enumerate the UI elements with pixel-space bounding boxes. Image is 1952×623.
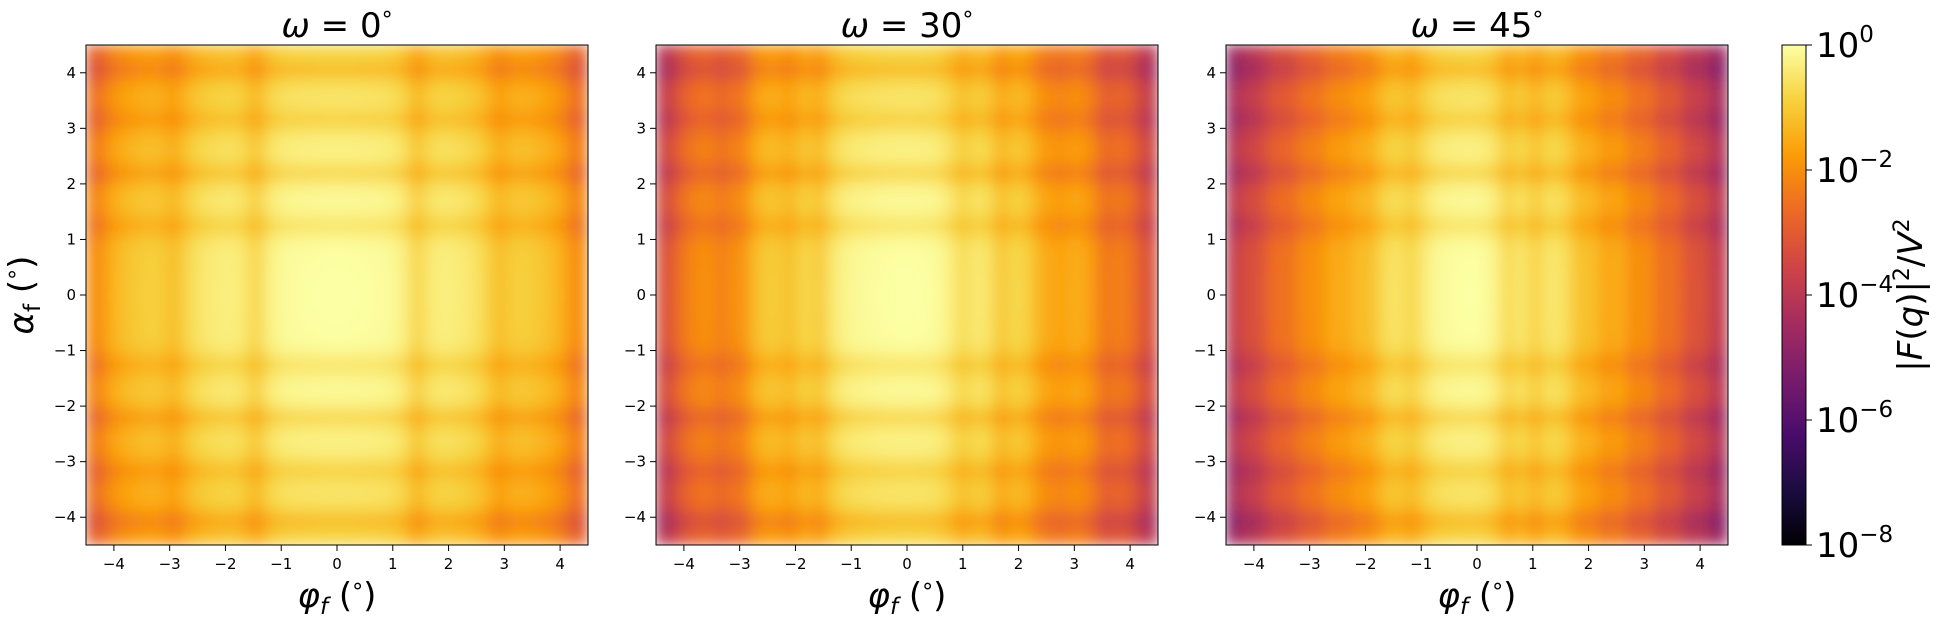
x-tick-label: 3: [500, 555, 510, 573]
heatmap-field: [86, 45, 588, 545]
y-tick-label: −2: [1194, 397, 1216, 415]
x-tick-label: 0: [902, 555, 912, 573]
panel-title: ω = 45°: [1411, 6, 1544, 46]
x-axis-label: φf (°): [298, 576, 377, 620]
y-tick-label: 4: [1206, 64, 1216, 82]
y-tick-label: 2: [1206, 175, 1216, 193]
y-tick-label: −4: [54, 508, 76, 526]
x-tick-label: −4: [1243, 555, 1265, 573]
x-tick-label: 1: [958, 555, 968, 573]
panel-title: ω = 30°: [841, 6, 974, 46]
x-tick-label: −1: [270, 555, 292, 573]
y-tick-label: −1: [1194, 342, 1216, 360]
x-tick-label: 3: [1640, 555, 1650, 573]
y-axis-label: αf (°): [2, 256, 46, 335]
y-tick-label: 1: [1206, 230, 1216, 248]
x-tick-label: −2: [1354, 555, 1376, 573]
x-tick-label: −3: [159, 555, 181, 573]
x-tick-label: −4: [103, 555, 125, 573]
y-tick-label: −1: [624, 342, 646, 360]
y-tick-label: 4: [636, 64, 646, 82]
panel-1: −4 −3 −2 −1 0 1 2 3 4 −4 −3 −2 −1 0 1 2 3 4 ω = 30° φf (°): [624, 6, 1159, 620]
heatmap-field: [656, 45, 1158, 545]
y-tick-label: −1: [54, 342, 76, 360]
y-tick-label: −3: [1194, 453, 1216, 471]
y-tick-label: −3: [54, 453, 76, 471]
y-tick-label: 1: [636, 230, 646, 248]
y-tick-label: −4: [624, 508, 646, 526]
x-tick-label: 1: [388, 555, 398, 573]
x-tick-label: −2: [784, 555, 806, 573]
y-tick-label: 1: [66, 230, 76, 248]
colorbar-tick-label: 100: [1816, 22, 1874, 66]
colorbar-tick-label: 10−6: [1816, 397, 1893, 441]
x-tick-label: −1: [840, 555, 862, 573]
y-tick-label: −4: [1194, 508, 1216, 526]
y-tick-label: −3: [624, 453, 646, 471]
y-tick-label: 3: [1206, 119, 1216, 137]
x-tick-label: −3: [1299, 555, 1321, 573]
colorbar-tick-label: 10−2: [1816, 147, 1893, 191]
heatmap-field: [1226, 45, 1728, 545]
x-tick-label: 4: [555, 555, 565, 573]
x-axis-label: φf (°): [868, 576, 947, 620]
x-tick-label: −2: [214, 555, 236, 573]
y-tick-label: −2: [624, 397, 646, 415]
y-tick-label: 4: [66, 64, 76, 82]
x-tick-label: 2: [1584, 555, 1594, 573]
y-tick-label: 0: [1206, 286, 1216, 304]
y-tick-label: 3: [636, 119, 646, 137]
y-tick-label: −2: [54, 397, 76, 415]
colorbar-tick-label: 10−4: [1816, 272, 1893, 316]
x-axis-label: φf (°): [1438, 576, 1517, 620]
y-tick-label: 2: [66, 175, 76, 193]
panel-0: −4 −3 −2 −1 0 1 2 3 4 −4 −3 −2 −1 0 1 2 3 4 ω = 0° φf (°) αf…: [2, 6, 589, 620]
panel-title: ω = 0°: [281, 6, 392, 46]
x-tick-label: 2: [444, 555, 454, 573]
x-tick-label: 0: [332, 555, 342, 573]
panel-2: −4 −3 −2 −1 0 1 2 3 4 −4 −3 −2 −1 0 1 2 3 4 ω = 45° φf (°): [1194, 6, 1729, 620]
x-tick-label: 4: [1125, 555, 1135, 573]
x-tick-label: 2: [1014, 555, 1024, 573]
x-tick-label: −3: [729, 555, 751, 573]
x-tick-label: 0: [1472, 555, 1482, 573]
x-tick-label: −1: [1410, 555, 1432, 573]
y-tick-label: 0: [66, 286, 76, 304]
colorbar-tick-label: 10−8: [1816, 522, 1893, 566]
colorbar-label: |F(q)|2/V2: [1890, 218, 1931, 371]
colorbar-gradient: [1781, 44, 1807, 546]
x-tick-label: 1: [1528, 555, 1538, 573]
y-tick-label: 3: [66, 119, 76, 137]
x-tick-label: 3: [1070, 555, 1080, 573]
y-tick-label: 0: [636, 286, 646, 304]
colorbar: 100 10−2 10−4 10−6 10−8 |F(q)|2/V2: [1781, 22, 1931, 566]
y-tick-label: 2: [636, 175, 646, 193]
x-tick-label: 4: [1695, 555, 1705, 573]
x-tick-label: −4: [673, 555, 695, 573]
heatmap-panels: −4 −3 −2 −1 0 1 2 3 4 −4 −3 −2 −1 0 1 2 3 4 ω = 0° φf (°) αf…: [2, 6, 1729, 620]
